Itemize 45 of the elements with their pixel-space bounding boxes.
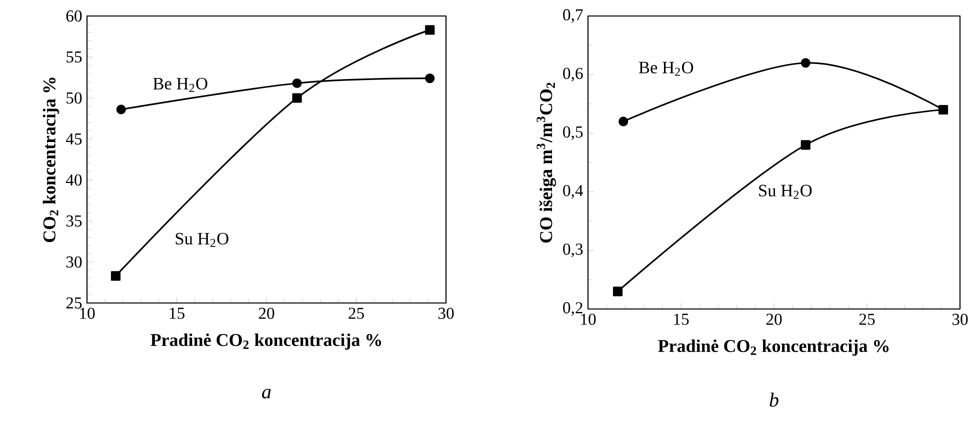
y-tick-label: 25 bbox=[66, 297, 82, 309]
annotation: Be H$_{2}$O bbox=[153, 78, 208, 92]
point bbox=[425, 74, 435, 84]
point bbox=[612, 286, 623, 296]
y-tick-label: 30 bbox=[66, 256, 82, 268]
x-tick-label: 20 bbox=[766, 314, 782, 325]
y-tick-label: 0,5 bbox=[563, 126, 583, 140]
y-axis-title: CO$_{2}$ koncentracija % bbox=[42, 78, 60, 242]
x-tick-label: 15 bbox=[170, 308, 184, 319]
annotation: Su H$_{2}$O bbox=[759, 184, 812, 199]
x-tick-label: 15 bbox=[674, 314, 689, 325]
x-tick-label: 20 bbox=[258, 308, 274, 319]
point bbox=[938, 104, 948, 115]
y-tick-label: 0,6 bbox=[563, 68, 583, 82]
x-tick-label: 25 bbox=[859, 314, 875, 325]
x-tick-label: 30 bbox=[952, 314, 968, 325]
point bbox=[800, 58, 810, 68]
x-axis-title: Pradinė CO$_{2}$ koncentracija % bbox=[150, 333, 382, 350]
x-tick-label: 30 bbox=[438, 308, 454, 319]
x-tick-label: 10 bbox=[581, 314, 596, 325]
point bbox=[800, 140, 810, 150]
y-tick-label: 0,3 bbox=[563, 244, 583, 258]
annotation: Be H$_{2}$O bbox=[638, 62, 694, 76]
y-tick-label: 0,2 bbox=[563, 302, 582, 316]
point bbox=[425, 25, 435, 35]
y-tick-label: 50 bbox=[66, 92, 82, 104]
x-tick-label: 25 bbox=[348, 308, 364, 319]
y-tick-label: 0,4 bbox=[563, 184, 584, 199]
point bbox=[116, 104, 126, 114]
text: a bbox=[262, 388, 271, 398]
y-tick-label: 40 bbox=[66, 174, 82, 186]
x-tick-label: 10 bbox=[80, 308, 95, 319]
text: b bbox=[770, 392, 778, 407]
y-tick-label: 55 bbox=[66, 51, 82, 63]
y-axis-title: CO išeiga m$^{3}$/m$^{3}$CO$_{2}$ bbox=[536, 82, 556, 243]
point bbox=[292, 93, 302, 103]
annotation: Su H$_{2}$O bbox=[176, 232, 228, 247]
point bbox=[618, 116, 628, 126]
x-axis-title: Pradinė CO$_{2}$ koncentracija % bbox=[658, 339, 889, 356]
point bbox=[110, 271, 121, 281]
point bbox=[292, 78, 302, 88]
y-tick-label: 45 bbox=[66, 133, 82, 145]
y-tick-label: 0,7 bbox=[563, 9, 583, 23]
y-tick-label: 35 bbox=[66, 215, 82, 227]
y-tick-label: 60 bbox=[66, 10, 82, 22]
